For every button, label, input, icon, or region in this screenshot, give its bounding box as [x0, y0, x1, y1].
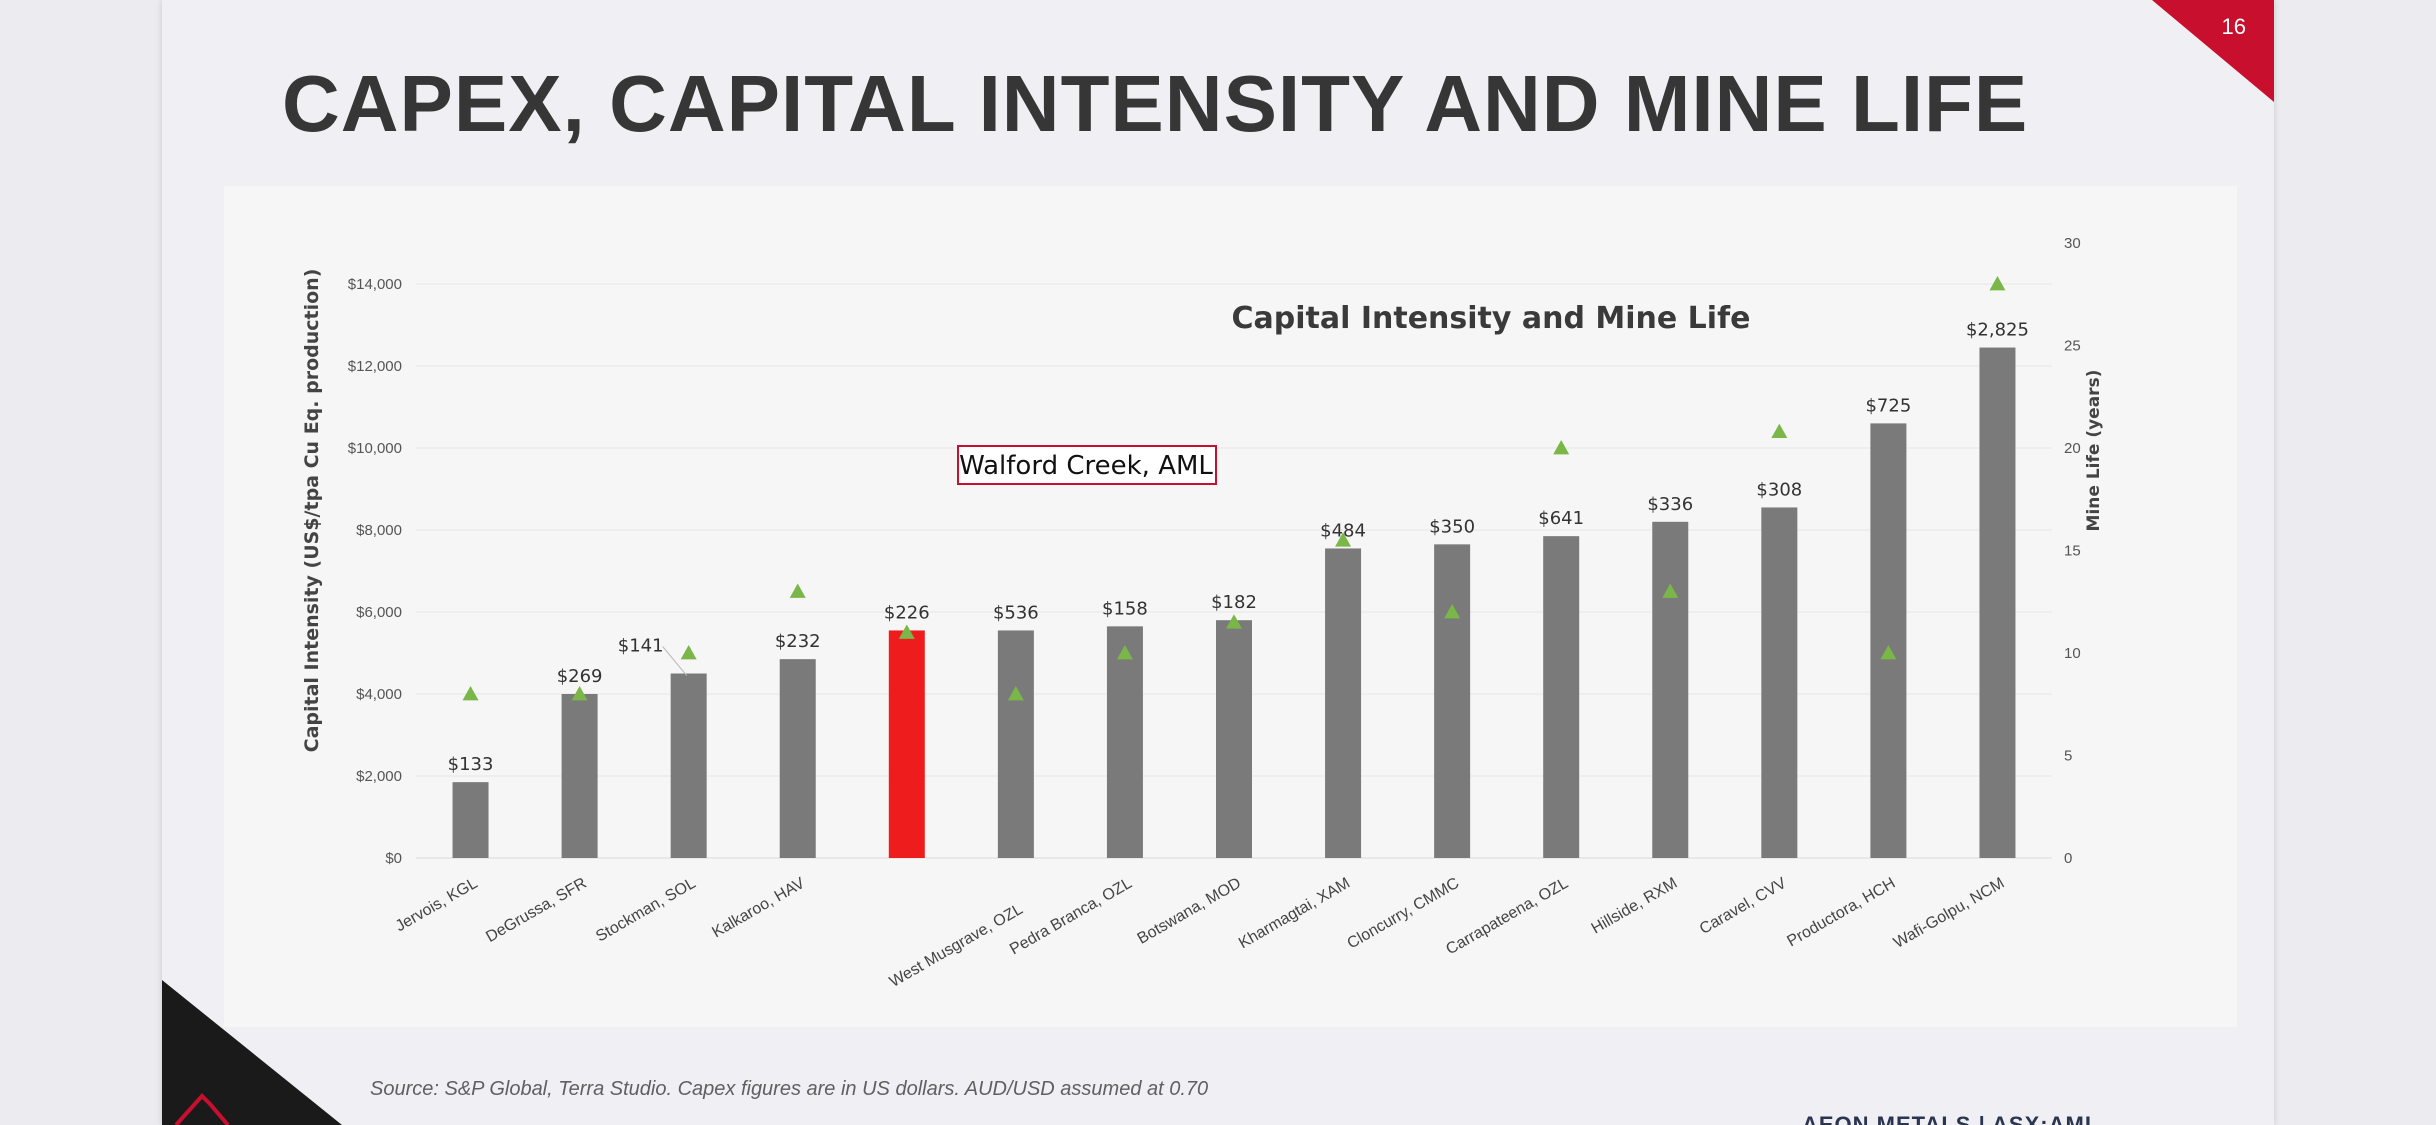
bar-data-label: $141	[618, 636, 664, 657]
y-tick-label: $8,000	[356, 522, 402, 539]
page-title: CAPEX, CAPITAL INTENSITY AND MINE LIFE	[282, 59, 2029, 148]
mine-life-marker	[1007, 686, 1024, 701]
bar-data-label: $350	[1429, 516, 1475, 537]
capital-intensity-chart: $0 $2,000 $4,000 $6,000 $8,000 $10,000 $12,000…	[301, 235, 2104, 991]
y-tick-label: $6,000	[356, 604, 402, 621]
bar-data-label: $133	[448, 754, 494, 775]
mine-life-marker	[680, 645, 697, 660]
annotation-label: Walford Creek, AML	[959, 451, 1213, 481]
y2-tick-label: 20	[2064, 440, 2081, 457]
bar-data-label: $158	[1102, 598, 1148, 619]
bar-data-label: $2,825	[1966, 320, 2029, 341]
bar-data-label: $232	[775, 631, 821, 652]
mine-life-marker	[1880, 645, 1897, 660]
y-tick-label: $0	[385, 850, 402, 867]
x-tick-label: Pedra Branca, OZL	[1007, 875, 1135, 959]
y-tick-label: $2,000	[356, 768, 402, 785]
aeon-logo-icon	[162, 980, 342, 1125]
mine-life-marker	[1553, 440, 1570, 455]
y-axis-title: Capital Intensity (US$/tpa Cu Eq. produc…	[301, 269, 323, 753]
y2-tick-label: 0	[2064, 850, 2072, 867]
bar	[997, 630, 1034, 858]
bar	[452, 782, 489, 858]
bar	[561, 694, 598, 858]
bar	[1543, 536, 1580, 858]
x-tick-label: Jervois, KGL	[393, 875, 481, 936]
label-leader-line	[662, 646, 688, 676]
bar-data-label: $725	[1865, 395, 1911, 416]
mine-life-marker	[1116, 645, 1133, 660]
bar	[1106, 626, 1143, 858]
mine-life-marker	[462, 686, 479, 701]
x-tick-label: Carrapateena, OZL	[1443, 875, 1571, 959]
bar	[1870, 423, 1907, 858]
mine-life-marker	[571, 686, 588, 701]
mine-life-marker	[1335, 532, 1352, 547]
source-note: Source: S&P Global, Terra Studio. Capex …	[370, 1078, 1209, 1100]
page-corner-flag	[2152, 0, 2274, 102]
chart-title: Capital Intensity and Mine Life	[1232, 301, 1751, 336]
footer-brand: AEON METALS | ASX:AML	[1802, 1112, 2100, 1125]
bar	[1216, 620, 1252, 858]
y2-tick-label: 10	[2064, 645, 2081, 662]
chart-panel: $0 $2,000 $4,000 $6,000 $8,000 $10,000 $12,000…	[224, 186, 2237, 1027]
y2-tick-label: 15	[2064, 543, 2081, 560]
x-tick-label: Botswana, MOD	[1135, 875, 1244, 948]
annotation-box	[957, 445, 1217, 485]
x-tick-label: Hillside, RXM	[1589, 875, 1681, 938]
mine-life-marker	[1226, 614, 1242, 629]
mine-life-marker	[898, 624, 915, 639]
bar	[1979, 347, 2016, 858]
mine-life-marker	[789, 583, 806, 598]
bar-data-label: $641	[1538, 508, 1584, 529]
x-tick-label: Kharmagtai, XAM	[1236, 875, 1353, 952]
bar	[670, 673, 707, 858]
y-tick-label: $10,000	[348, 440, 402, 457]
x-tick-label: Productora, HCH	[1784, 875, 1898, 951]
bar-data-label: $536	[993, 602, 1039, 623]
x-tick-label: DeGrussa, SFR	[483, 875, 589, 946]
bar-data-label: $226	[884, 602, 930, 623]
mine-life-marker	[1771, 423, 1788, 438]
x-tick-label: Stockman, SOL	[593, 875, 699, 946]
y2-axis-title: Mine Life (years)	[2084, 370, 2104, 532]
y-tick-label: $12,000	[348, 358, 402, 375]
bar	[1325, 548, 1362, 858]
bar	[1652, 521, 1689, 858]
mine-life-marker	[1444, 604, 1461, 619]
mine-life-marker	[1662, 583, 1679, 598]
bar	[1434, 544, 1471, 858]
x-tick-label: West Musgrave, OZL	[887, 901, 1026, 991]
x-tick-label: Caravel, CVV	[1697, 875, 1790, 938]
y2-tick-label: 5	[2064, 748, 2072, 765]
y-tick-label: $4,000	[356, 686, 402, 703]
y2-tick-label: 25	[2064, 338, 2081, 355]
bar-data-label: $269	[557, 666, 603, 687]
page-number: 16	[2221, 14, 2246, 39]
mine-life-marker	[1989, 276, 2006, 291]
bar-data-label: $308	[1756, 479, 1802, 500]
bar-highlight	[888, 630, 925, 858]
x-tick-label: Kalkaroo, HAV	[709, 875, 808, 942]
x-tick-label: Cloncurry, CMMC	[1345, 875, 1463, 953]
bar-data-label: $182	[1211, 592, 1257, 613]
bar	[779, 659, 816, 858]
slide: 16 CAPEX, CAPITAL INTENSITY AND MINE LIF…	[162, 0, 2274, 1125]
x-tick-label: Wafi-Golpu, NCM	[1891, 875, 2008, 952]
bar-data-label: $484	[1320, 520, 1366, 541]
y-tick-label: $14,000	[348, 276, 402, 293]
bar-data-label: $336	[1647, 494, 1693, 515]
bar	[1761, 507, 1798, 858]
y2-tick-label: 30	[2064, 235, 2081, 252]
